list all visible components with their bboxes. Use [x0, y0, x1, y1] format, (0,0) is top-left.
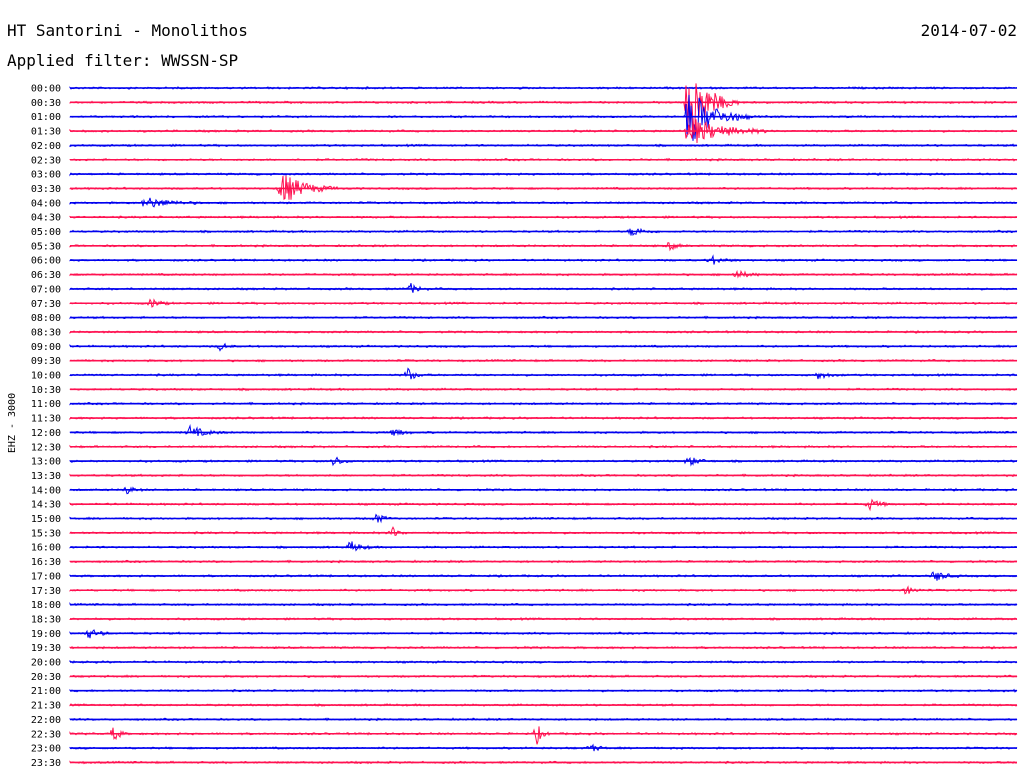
trace-group — [69, 83, 1018, 765]
trace-row-0700 — [69, 283, 1018, 293]
row-time-label: 05:00 — [31, 227, 61, 238]
row-time-label: 14:00 — [31, 485, 61, 496]
row-time-label: 08:00 — [31, 313, 61, 324]
row-time-label: 01:00 — [31, 112, 61, 123]
row-time-label: 18:00 — [31, 600, 61, 611]
row-time-label: 08:30 — [31, 327, 61, 338]
row-time-label: 17:00 — [31, 571, 61, 582]
trace-row-0900 — [69, 342, 1018, 352]
row-time-label: 10:00 — [31, 371, 61, 382]
row-time-label: 11:30 — [31, 414, 61, 425]
chart-date: 2014-07-02 — [920, 21, 1017, 40]
row-time-label: 02:00 — [31, 141, 61, 152]
row-time-label: 01:30 — [31, 127, 61, 138]
row-time-label: 07:30 — [31, 299, 61, 310]
row-time-label: 05:30 — [31, 241, 61, 252]
trace-row-1000 — [69, 367, 1018, 380]
row-time-label: 16:00 — [31, 543, 61, 554]
trace-row-1400 — [69, 486, 1018, 495]
row-time-label: 00:30 — [31, 98, 61, 109]
row-time-label: 20:00 — [31, 658, 61, 669]
channel-label: EHZ - 3000 — [7, 393, 18, 453]
row-time-labels: 00:00 00:30 01:00 01:30 02:00 02:30 03:00 03:30… — [31, 84, 61, 769]
row-time-label: 04:00 — [31, 198, 61, 209]
row-time-label: 17:30 — [31, 586, 61, 597]
trace-row-0030 — [69, 83, 1018, 132]
row-time-label: 23:00 — [31, 744, 61, 755]
row-time-label: 06:00 — [31, 256, 61, 267]
trace-row-2230 — [69, 726, 1018, 745]
trace-row-1600 — [69, 541, 1018, 552]
row-time-label: 16:30 — [31, 557, 61, 568]
row-time-label: 13:30 — [31, 471, 61, 482]
row-time-label: 22:30 — [31, 729, 61, 740]
row-time-label: 03:00 — [31, 170, 61, 181]
row-time-label: 07:00 — [31, 284, 61, 295]
row-time-label: 15:00 — [31, 514, 61, 525]
row-time-label: 21:00 — [31, 686, 61, 697]
trace-row-1200 — [69, 423, 1018, 437]
row-time-label: 02:30 — [31, 155, 61, 166]
row-time-label: 10:30 — [31, 385, 61, 396]
row-time-label: 03:30 — [31, 184, 61, 195]
filter-label: Applied filter: WWSSN-SP — [7, 51, 239, 70]
row-time-label: 13:00 — [31, 457, 61, 468]
row-time-label: 15:30 — [31, 528, 61, 539]
row-time-label: 12:00 — [31, 428, 61, 439]
row-time-label: 12:30 — [31, 442, 61, 453]
row-time-label: 19:30 — [31, 643, 61, 654]
row-time-label: 11:00 — [31, 399, 61, 410]
row-time-label: 06:30 — [31, 270, 61, 281]
row-time-label: 09:00 — [31, 342, 61, 353]
chart-title: HT Santorini - Monolithos — [7, 21, 248, 40]
row-time-label: 21:30 — [31, 701, 61, 712]
row-time-label: 18:30 — [31, 614, 61, 625]
row-time-label: 19:00 — [31, 629, 61, 640]
row-time-label: 22:00 — [31, 715, 61, 726]
row-time-label: 09:30 — [31, 356, 61, 367]
row-time-label: 20:30 — [31, 672, 61, 683]
row-time-label: 23:30 — [31, 758, 61, 769]
trace-row-1530 — [69, 526, 1018, 536]
row-time-label: 14:30 — [31, 500, 61, 511]
row-time-label: 00:00 — [31, 84, 61, 95]
row-time-label: 04:30 — [31, 213, 61, 224]
